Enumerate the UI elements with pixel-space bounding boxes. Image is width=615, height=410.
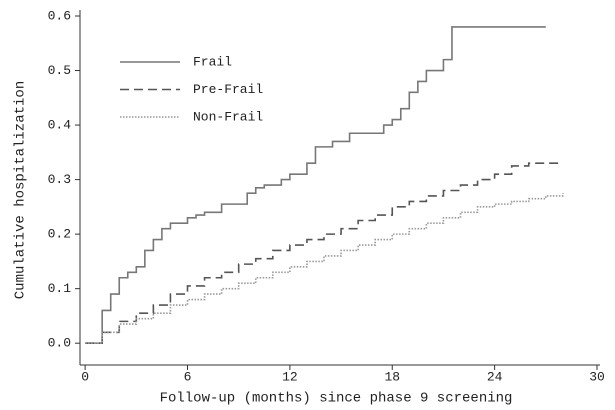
y-tick-label: 0.3 [48,172,71,187]
legend-label: Pre-Frail [193,82,263,97]
x-tick-label: 0 [81,369,89,384]
x-tick-label: 12 [282,369,298,384]
x-tick-label: 30 [589,369,605,384]
y-tick-label: 0.0 [48,336,71,351]
y-axis-title: Cumulative hospitalization [13,81,29,299]
x-tick-label: 18 [384,369,400,384]
y-tick-label: 0.6 [48,8,71,23]
series-line [85,162,563,344]
series-line [85,26,546,344]
x-tick-label: 6 [184,369,192,384]
y-tick-label: 0.4 [48,118,72,133]
x-axis-title: Follow-up (months) since phase 9 screeni… [160,391,513,407]
series-line [85,193,564,344]
legend-label: Non-Frail [193,109,263,124]
legend-label: Frail [193,54,232,69]
x-tick-label: 24 [487,369,503,384]
y-tick-label: 0.5 [48,63,71,78]
y-tick-label: 0.1 [48,281,72,296]
y-tick-label: 0.2 [48,227,71,242]
